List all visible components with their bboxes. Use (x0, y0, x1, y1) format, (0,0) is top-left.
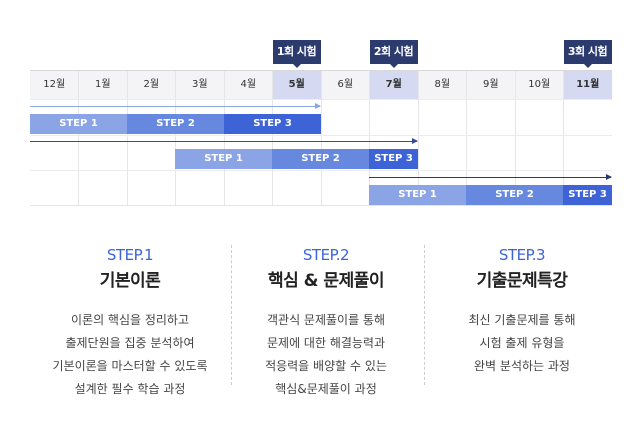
grid-line (369, 71, 370, 205)
row1-step2-bar: STEP 2 (127, 114, 224, 134)
desc-line: 적응력을 배양할 수 있는 (265, 359, 387, 373)
row2-step1-bar: STEP 1 (175, 149, 272, 169)
desc-line: 기본이론을 마스터할 수 있도록 (52, 359, 208, 373)
row2-step3-bar: STEP 3 (369, 149, 418, 169)
column-divider (424, 245, 425, 385)
grid-line (175, 71, 176, 205)
step3-column: STEP.3 기출문제특강 최신 기출문제를 통해 시험 출제 유형을 완벽 분… (424, 238, 620, 378)
desc-line: 시험 출제 유형을 (479, 336, 565, 350)
grid-line (224, 71, 225, 205)
grid-line (515, 71, 516, 205)
month-label: 12월 (43, 79, 66, 90)
grid-line (78, 71, 79, 205)
month-label: 6월 (337, 79, 354, 90)
schedule-arrow (369, 174, 612, 180)
grid-line (563, 71, 564, 205)
step-title: 핵심 & 문제풀이 (267, 271, 385, 291)
row1-step1-bar: STEP 1 (30, 114, 127, 134)
grid-line (30, 135, 612, 136)
step-title: 기본이론 (99, 271, 161, 291)
step1-column: STEP.1 기본이론 이론의 핵심을 정리하고 출제단원을 집중 분석하여 기… (32, 238, 228, 401)
column-divider (231, 245, 232, 385)
step-title: 기출문제특강 (476, 271, 568, 291)
step-description: 최신 기출문제를 통해 시험 출제 유형을 완벽 분석하는 과정 (424, 309, 620, 378)
grid-line (321, 71, 322, 205)
desc-line: 완벽 분석하는 과정 (474, 359, 570, 373)
row3-step2-bar: STEP 2 (466, 185, 563, 205)
desc-line: 문제에 대한 해결능력과 (266, 336, 386, 350)
grid-line (272, 71, 273, 205)
schedule-grid: 12월 1월 2월 3월 4월 5월 6월 7월 8월 9월 10월 11월 S… (30, 70, 612, 206)
step-label: STEP.3 (498, 246, 546, 264)
desc-line: 최신 기출문제를 통해 (468, 313, 576, 327)
desc-line: 이론의 핵심을 정리하고 (70, 313, 190, 327)
grid-line (418, 71, 419, 205)
desc-line: 객관식 문제풀이를 통해 (266, 313, 386, 327)
month-label: 4월 (240, 79, 257, 90)
step2-column: STEP.2 핵심 & 문제풀이 객관식 문제풀이를 통해 문제에 대한 해결능… (228, 238, 424, 401)
exam-marker-3: 3회 시험 (563, 40, 612, 68)
month-label-exam: 7월 (369, 71, 418, 99)
step-label: STEP.2 (302, 246, 350, 264)
grid-line (466, 71, 467, 205)
step-description: 객관식 문제풀이를 통해 문제에 대한 해결능력과 적응력을 배양할 수 있는 … (228, 309, 424, 401)
month-label: 2월 (143, 79, 160, 90)
step-description: 이론의 핵심을 정리하고 출제단원을 집중 분석하여 기본이론을 마스터할 수 … (32, 309, 228, 401)
exam-marker-2: 2회 시험 (369, 40, 418, 68)
month-label: 9월 (482, 79, 499, 90)
row2-step2-bar: STEP 2 (272, 149, 369, 169)
grid-line (30, 99, 612, 100)
row3-step3-bar: STEP 3 (563, 185, 612, 205)
month-label-exam: 11월 (563, 71, 612, 99)
schedule-timeline: 1회 시험 2회 시험 3회 시험 12월 1월 2월 3월 4월 5월 6월 … (30, 0, 612, 210)
row3-step1-bar: STEP 1 (369, 185, 466, 205)
month-label: 8월 (434, 79, 451, 90)
grid-line (127, 71, 128, 205)
schedule-arrow (30, 103, 321, 109)
month-label: 10월 (528, 79, 551, 90)
desc-line: 설계한 필수 학습 과정 (74, 382, 186, 396)
desc-line: 핵심&문제풀이 과정 (275, 382, 377, 396)
exam-marker-1: 1회 시험 (272, 40, 321, 68)
schedule-arrow (30, 138, 418, 144)
row1-step3-bar: STEP 3 (224, 114, 321, 134)
grid-line (30, 170, 612, 171)
month-label-exam: 5월 (272, 71, 321, 99)
month-label: 3월 (191, 79, 208, 90)
desc-line: 출제단원을 집중 분석하여 (65, 336, 195, 350)
step-label: STEP.1 (106, 246, 154, 264)
month-label: 1월 (94, 79, 111, 90)
